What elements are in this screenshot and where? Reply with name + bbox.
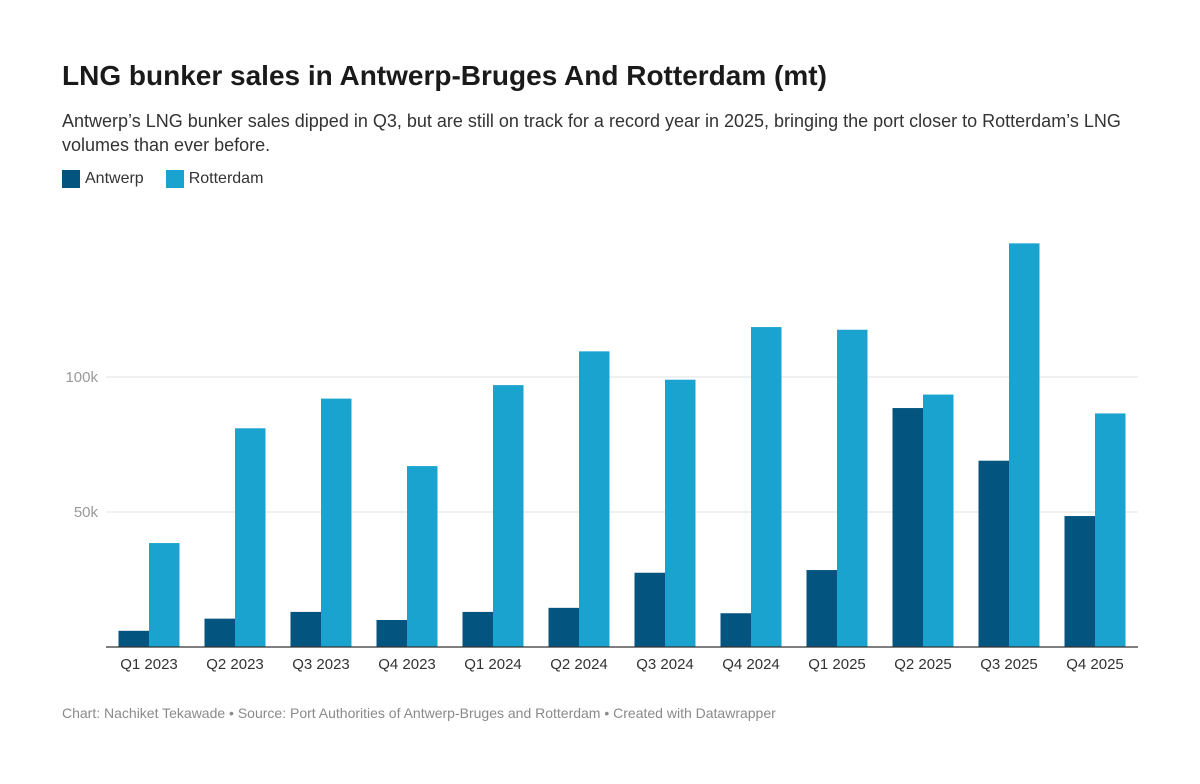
bar-rotterdam-q1-2023 bbox=[149, 543, 180, 647]
bar-rotterdam-q2-2025 bbox=[923, 394, 954, 647]
legend-item-antwerp: Antwerp bbox=[62, 170, 144, 188]
y-tick-label-100k: 100k bbox=[65, 369, 98, 386]
bar-rotterdam-q1-2025 bbox=[837, 329, 868, 647]
x-tick-label-q2-2023: Q2 2023 bbox=[206, 656, 264, 673]
legend-swatch-antwerp bbox=[62, 170, 80, 188]
bar-rotterdam-q4-2024 bbox=[751, 327, 782, 647]
legend-swatch-rotterdam bbox=[165, 170, 184, 188]
x-tick-label-q3-2025: Q3 2025 bbox=[980, 656, 1038, 673]
bar-rotterdam-q1-2024 bbox=[493, 385, 524, 647]
bar-rotterdam-q2-2023 bbox=[235, 428, 266, 647]
bar-rotterdam-q2-2024 bbox=[579, 351, 610, 647]
legend-label-antwerp: Antwerp bbox=[85, 170, 144, 187]
x-tick-label-q1-2024: Q1 2024 bbox=[464, 656, 522, 673]
bar-antwerp-q2-2025 bbox=[892, 408, 923, 647]
bar-antwerp-q2-2024 bbox=[548, 607, 579, 647]
bar-rotterdam-q4-2025 bbox=[1095, 413, 1126, 647]
bar-rotterdam-q3-2025 bbox=[1009, 243, 1040, 647]
chart-legend: Antwerp Rotterdam bbox=[62, 170, 285, 188]
bar-antwerp-q3-2024 bbox=[634, 572, 665, 647]
bar-rotterdam-q3-2023 bbox=[321, 398, 352, 647]
bar-antwerp-q3-2025 bbox=[978, 460, 1009, 647]
chart-subtitle: Antwerp’s LNG bunker sales dipped in Q3,… bbox=[62, 111, 1121, 155]
x-tick-label-q3-2024: Q3 2024 bbox=[636, 656, 694, 673]
legend-label-rotterdam: Rotterdam bbox=[188, 170, 264, 187]
x-tick-label-q2-2024: Q2 2024 bbox=[550, 656, 608, 673]
x-tick-label-q4-2023: Q4 2023 bbox=[378, 656, 436, 673]
bar-antwerp-q4-2025 bbox=[1064, 516, 1095, 647]
bar-antwerp-q4-2023 bbox=[376, 620, 407, 647]
x-tick-label-q4-2025: Q4 2025 bbox=[1066, 656, 1124, 673]
bar-antwerp-q1-2023 bbox=[118, 630, 149, 647]
chart-title: LNG bunker sales in Antwerp-Bruges And R… bbox=[62, 60, 827, 91]
x-tick-label-q3-2023: Q3 2023 bbox=[292, 656, 350, 673]
bar-rotterdam-q4-2023 bbox=[407, 466, 438, 647]
x-tick-label-q2-2025: Q2 2025 bbox=[894, 656, 952, 673]
legend-item-rotterdam: Rotterdam bbox=[165, 170, 264, 188]
bar-antwerp-q3-2023 bbox=[290, 611, 321, 647]
x-tick-label-q1-2023: Q1 2023 bbox=[120, 656, 178, 673]
x-tick-label-q4-2024: Q4 2024 bbox=[722, 656, 780, 673]
bar-antwerp-q2-2023 bbox=[204, 618, 235, 647]
y-tick-label-50k: 50k bbox=[74, 504, 99, 521]
bar-antwerp-q4-2024 bbox=[720, 613, 751, 647]
bar-antwerp-q1-2024 bbox=[462, 611, 493, 647]
bar-antwerp-q1-2025 bbox=[806, 570, 837, 647]
bar-rotterdam-q3-2024 bbox=[665, 379, 696, 647]
x-tick-label-q1-2025: Q1 2025 bbox=[808, 656, 866, 673]
chart-footer: Chart: Nachiket Tekawade • Source: Port … bbox=[62, 705, 776, 721]
